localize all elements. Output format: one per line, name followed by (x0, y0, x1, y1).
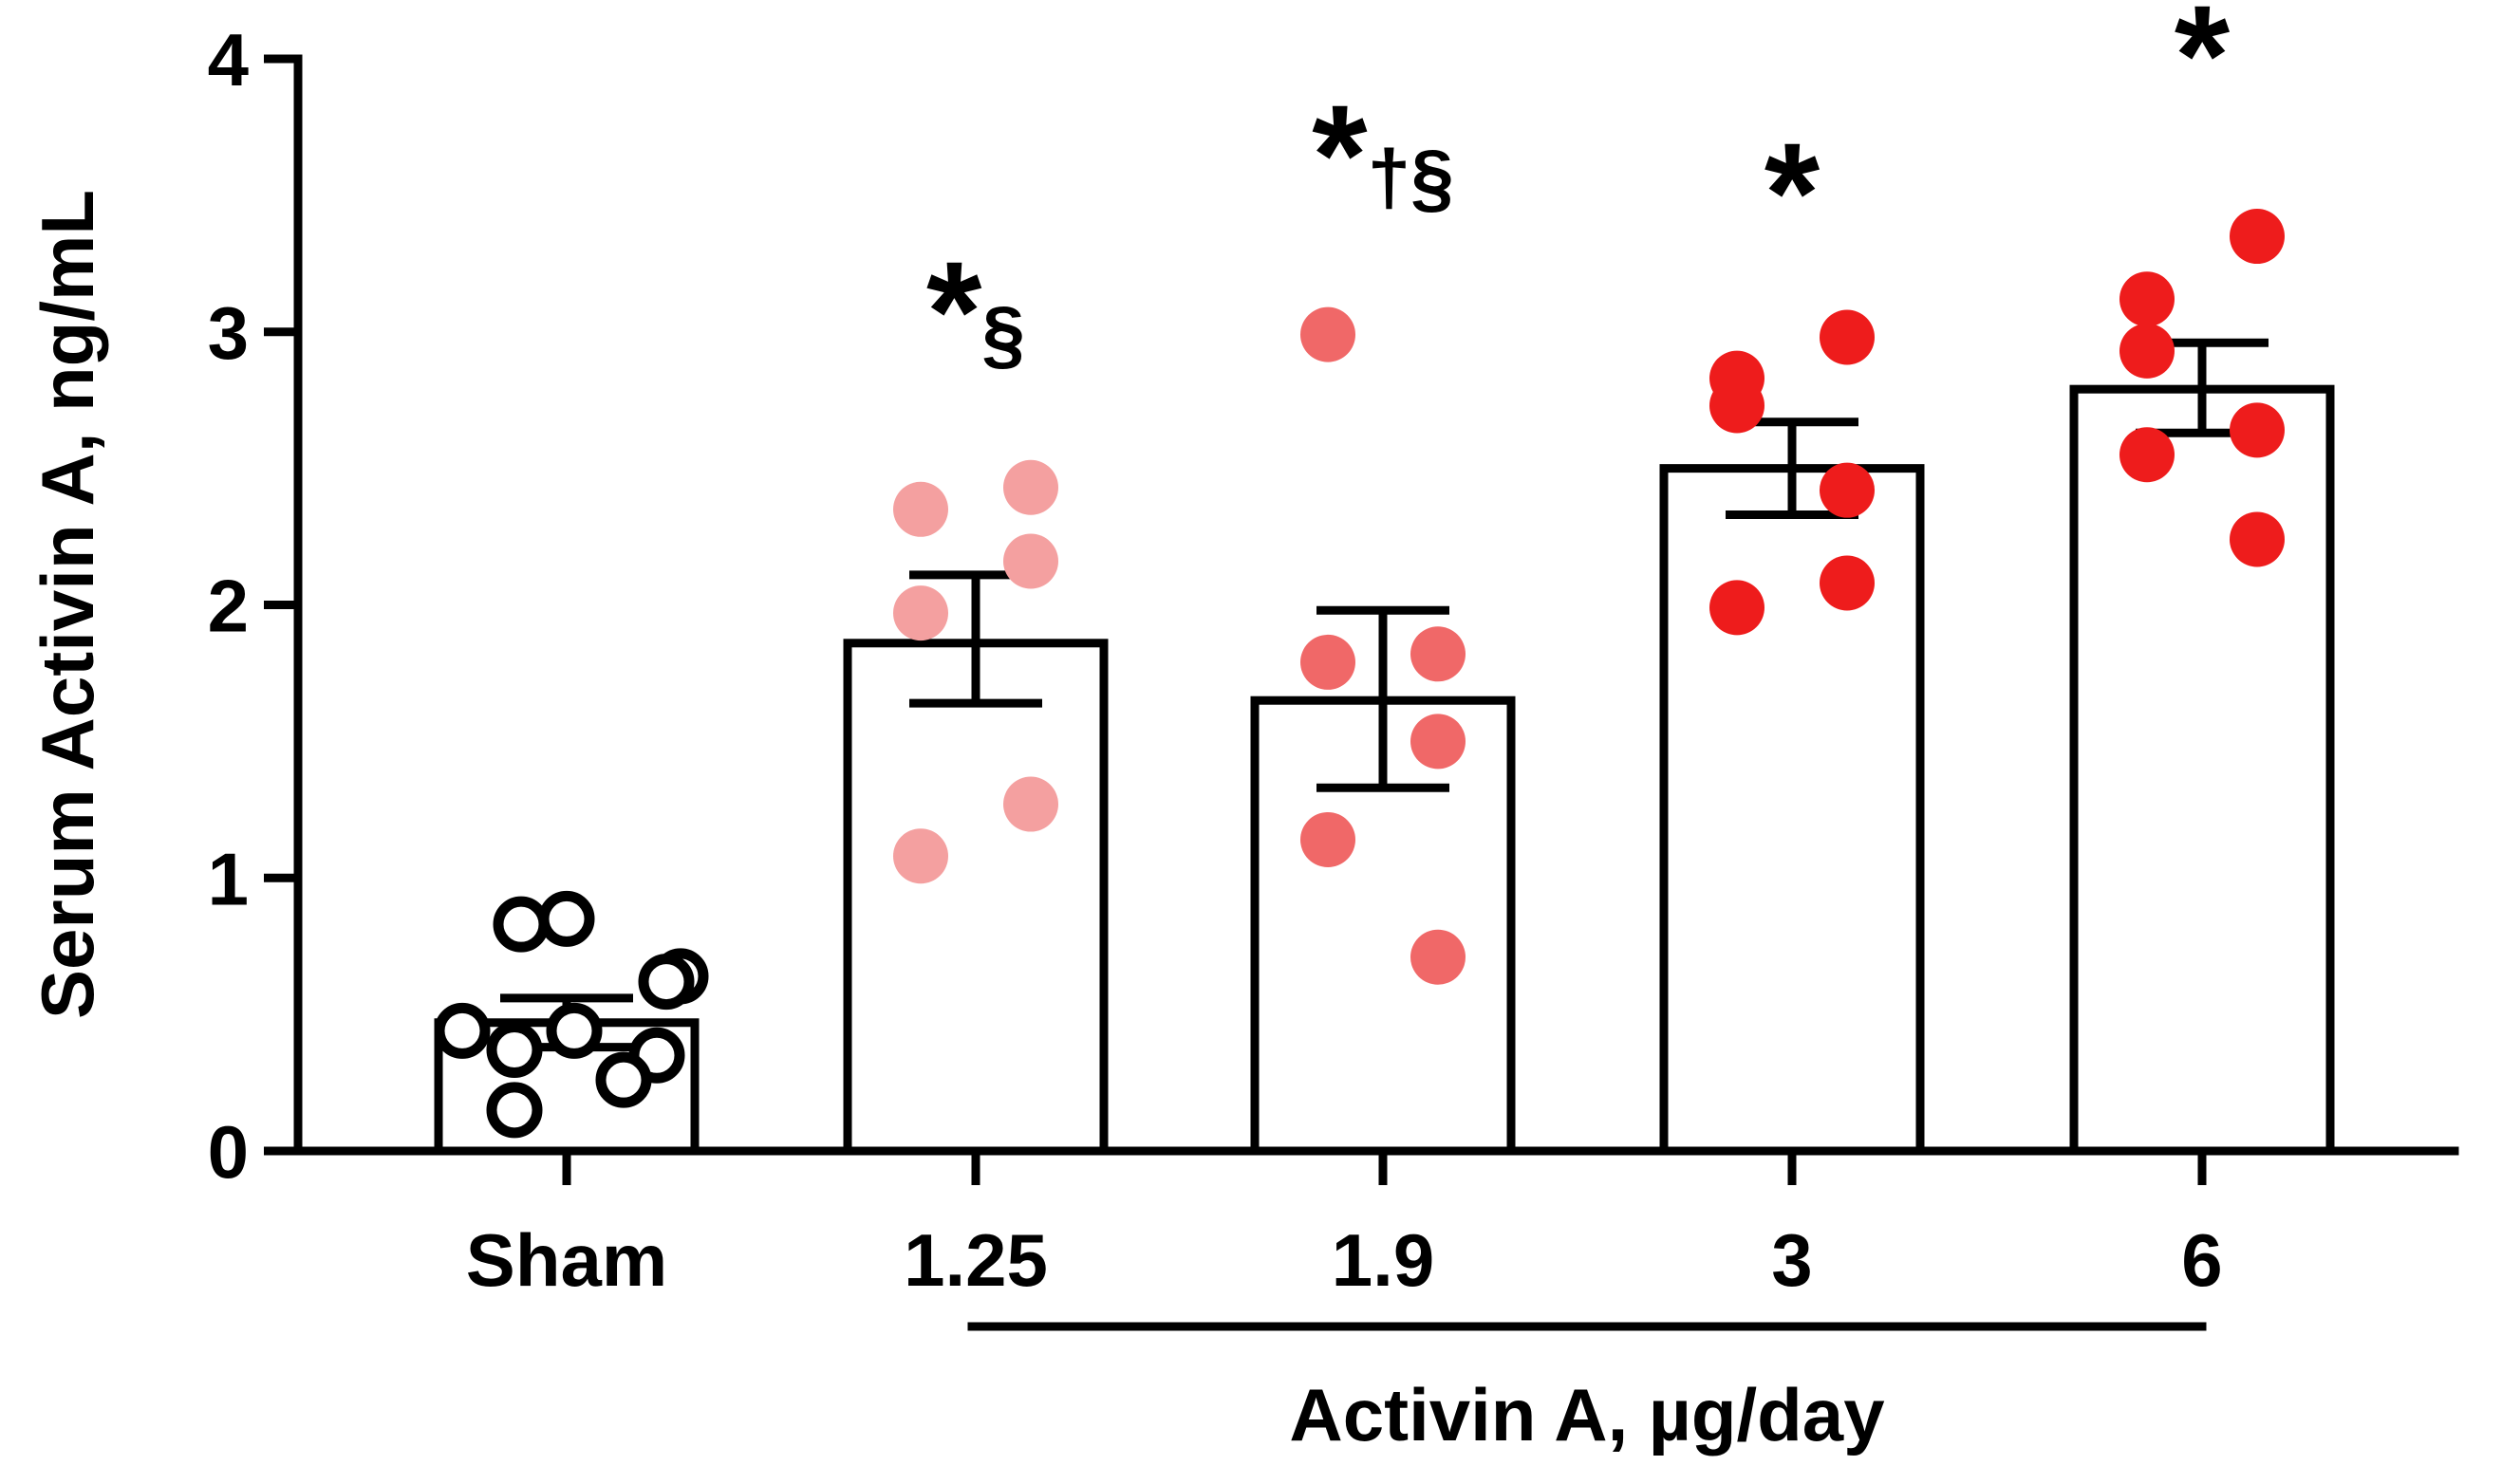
data-point (2119, 271, 2175, 327)
data-point (1709, 580, 1764, 636)
y-tick-label: 4 (208, 18, 249, 102)
x-tick-label: 1.25 (904, 1218, 1048, 1302)
data-point (893, 828, 948, 884)
data-point (595, 1051, 652, 1108)
data-point (1410, 929, 1466, 985)
bar (843, 639, 1109, 1156)
significance-label: * (2175, 0, 2231, 135)
data-point (2119, 323, 2175, 379)
y-axis-title: Serum Activin A, ng/mL (26, 190, 109, 1019)
x-ticks-layer: Sham 1.25 1.9 3 6 (466, 1151, 2223, 1302)
x-tick-label: 3 (1771, 1218, 1812, 1302)
x-tick-label: Sham (466, 1218, 667, 1302)
points-layer (434, 209, 2285, 1139)
significance-label: *†§ (1312, 75, 1454, 234)
data-point (2230, 209, 2285, 265)
data-point (1410, 626, 1466, 682)
data-point (893, 585, 948, 641)
y-tick-label: 2 (208, 565, 249, 648)
data-point (1300, 306, 1355, 362)
data-point (1300, 634, 1355, 690)
data-point (1003, 459, 1058, 515)
bar (1659, 464, 1925, 1156)
significance-label: * (1764, 113, 1820, 272)
data-point (1709, 378, 1764, 434)
data-point (493, 896, 550, 953)
data-point (434, 1002, 491, 1059)
data-point (1003, 533, 1058, 589)
x-tick-label: 6 (2181, 1218, 2222, 1302)
data-point (638, 954, 695, 1011)
data-point (1410, 714, 1466, 770)
data-point (1300, 811, 1355, 867)
data-point (893, 481, 948, 537)
data-point (538, 890, 595, 947)
data-point (1003, 776, 1058, 832)
data-point (486, 1082, 543, 1139)
x-tick-label: 1.9 (1332, 1218, 1434, 1302)
bar (2069, 384, 2335, 1156)
data-point (2119, 427, 2175, 483)
y-tick-label: 3 (208, 291, 249, 375)
data-point (2230, 511, 2285, 567)
data-point (1820, 555, 1875, 611)
data-point (1820, 309, 1875, 365)
significance-layer: *§ *†§ * * (926, 0, 2231, 391)
data-point (1820, 462, 1875, 518)
y-tick-label: 0 (208, 1110, 249, 1194)
data-point (486, 1022, 543, 1079)
significance-label: *§ (926, 232, 1025, 391)
data-point (546, 1002, 603, 1059)
y-ticks-layer: 0 1 2 3 4 (208, 18, 298, 1194)
y-tick-label: 1 (208, 837, 249, 920)
data-point (2230, 402, 2285, 458)
group-label: Activin A, µg/day (1289, 1373, 1884, 1456)
